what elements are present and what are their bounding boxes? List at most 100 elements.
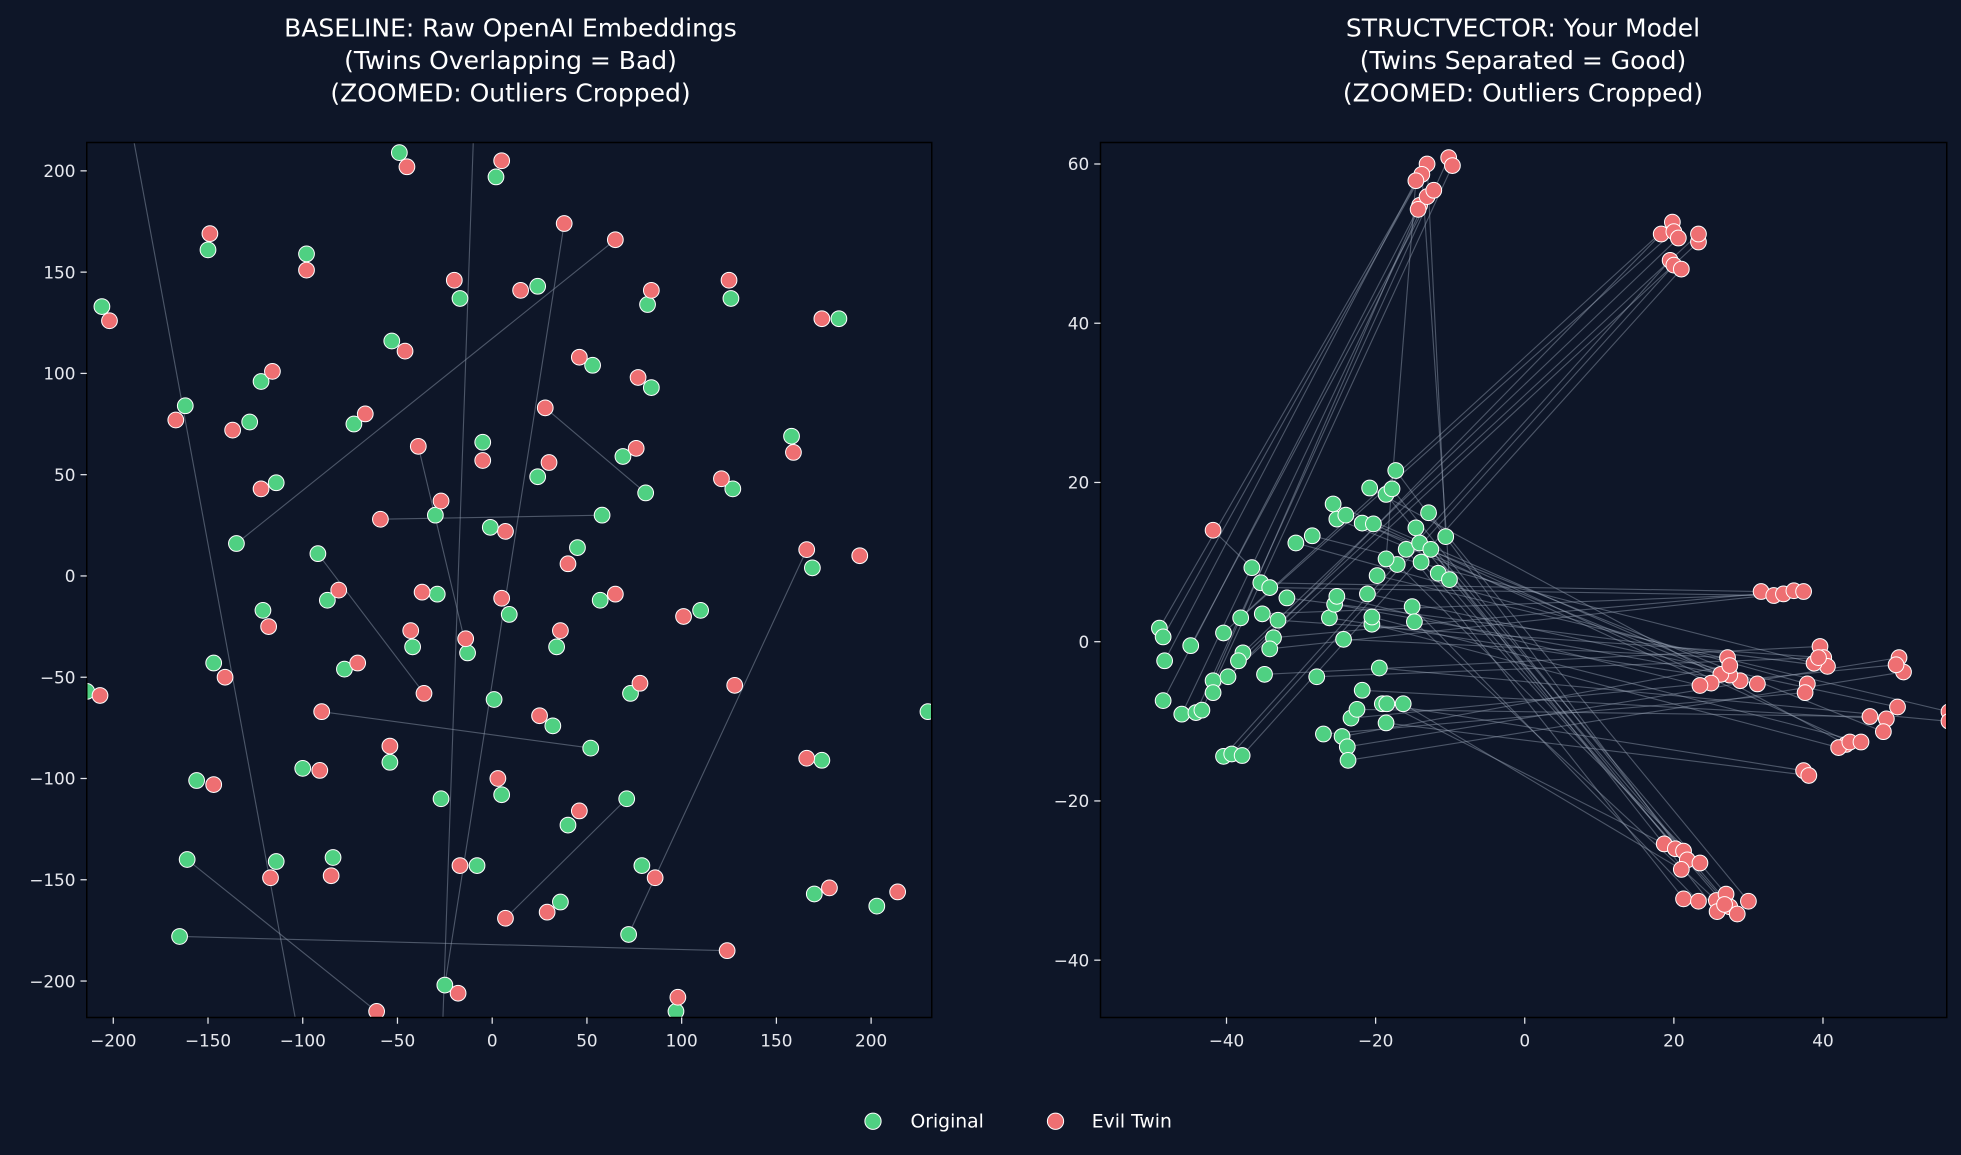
original-point xyxy=(1308,668,1326,686)
twin-link-line xyxy=(1382,703,1804,772)
twin-link-line xyxy=(1373,523,1851,743)
left-plot-area: −200 −150 −100 −50 0 50 100 150 200 −200 −150 −100 −… xyxy=(29,141,933,1050)
twin-link-line xyxy=(1223,221,1673,634)
original-point xyxy=(1407,519,1425,537)
original-point xyxy=(178,851,196,868)
original-point xyxy=(804,559,821,577)
twin-link-line xyxy=(1361,522,1884,733)
original-point xyxy=(1420,504,1437,522)
right-title-line-3: (ZOOMED: Outliers Cropped) xyxy=(1343,78,1703,107)
original-point xyxy=(267,853,285,870)
twin-link-line xyxy=(1212,209,1419,681)
original-point xyxy=(1359,585,1376,603)
original-point xyxy=(1324,495,1342,513)
evil-twin-point xyxy=(675,608,692,625)
y-tick-label: 20 xyxy=(1068,473,1089,493)
twin-link-line xyxy=(1162,205,1421,701)
twin-link-line xyxy=(442,142,474,1018)
axes-frame xyxy=(1099,141,1948,1019)
right-panel: STRUCTVECTOR: Your Model (Twins Separate… xyxy=(1054,13,1948,1050)
twin-link-line xyxy=(1242,237,1679,654)
original-point xyxy=(459,644,476,662)
y-tick-label: 0 xyxy=(65,566,76,586)
evil-twin-point xyxy=(798,541,816,558)
legend-label-original: Original xyxy=(911,1112,984,1133)
original-point xyxy=(569,539,586,556)
evil-twin-point xyxy=(1748,675,1766,693)
original-point xyxy=(1441,571,1458,588)
twin-link-line xyxy=(1223,259,1671,757)
evil-twin-point xyxy=(726,676,744,694)
plot-content xyxy=(86,142,932,1018)
evil-twin-point xyxy=(606,231,624,249)
twin-link-line xyxy=(1347,657,1900,748)
original-point xyxy=(252,373,270,390)
x-tick-label: −50 xyxy=(380,1030,416,1050)
original-point xyxy=(591,591,609,609)
twin-link-line xyxy=(317,553,425,694)
original-point xyxy=(267,474,285,492)
original-point xyxy=(1368,567,1386,584)
original-point xyxy=(468,857,486,874)
original-point xyxy=(1287,534,1305,552)
x-tick-label: −40 xyxy=(1209,1030,1245,1050)
twin-link-line xyxy=(1158,163,1428,629)
original-point xyxy=(618,790,636,808)
evil-twin-point xyxy=(298,261,315,279)
twin-link-line xyxy=(1428,512,1749,902)
original-point xyxy=(324,849,342,866)
original-point xyxy=(345,415,363,433)
original-point xyxy=(642,379,660,396)
evil-twin-point xyxy=(570,348,588,366)
original-point xyxy=(493,786,511,804)
x-tick-label: 150 xyxy=(760,1030,792,1050)
original-point xyxy=(813,751,831,769)
evil-twin-point xyxy=(785,444,802,461)
original-point xyxy=(241,413,259,431)
original-point xyxy=(1370,659,1388,677)
original-point xyxy=(318,591,336,609)
original-point xyxy=(919,703,932,721)
original-point xyxy=(584,356,601,374)
evil-twin-point xyxy=(889,883,907,901)
evil-twin-point xyxy=(1721,657,1739,674)
original-point xyxy=(620,926,637,943)
twin-link-line xyxy=(1262,593,1784,615)
twin-link-line xyxy=(1212,233,1662,694)
evil-twin-point xyxy=(349,654,367,672)
original-point xyxy=(639,296,656,313)
twin-link-line xyxy=(1332,503,1741,682)
evil-twin-point xyxy=(1887,656,1905,674)
evil-twin-point xyxy=(1691,854,1709,872)
evil-twin-point xyxy=(555,215,573,232)
y-tick-label: 0 xyxy=(1079,632,1090,652)
twin-link-line xyxy=(1411,606,1699,902)
legend-marker-original xyxy=(864,1112,882,1130)
original-point xyxy=(487,168,505,186)
evil-twin-point xyxy=(669,988,687,1006)
evil-twin-point xyxy=(1672,260,1690,278)
evil-twin-point xyxy=(646,869,664,887)
original-point xyxy=(205,654,223,672)
original-point xyxy=(381,753,399,771)
twin-link-line xyxy=(321,711,591,749)
original-point xyxy=(1387,462,1405,479)
evil-twin-point xyxy=(415,685,433,702)
right-title-line-1: STRUCTVECTOR: Your Model xyxy=(1346,13,1700,42)
twin-link-line xyxy=(1362,689,1887,720)
twin-link-line xyxy=(1212,529,1253,569)
original-point xyxy=(805,885,823,903)
evil-twin-point xyxy=(398,158,416,176)
twin-link-line xyxy=(186,859,377,1012)
x-tick-label: 20 xyxy=(1663,1030,1684,1050)
left-panel: BASELINE: Raw OpenAI Embeddings (Twins O… xyxy=(29,13,933,1050)
original-point xyxy=(451,290,469,307)
evil-twin-point xyxy=(1669,229,1687,247)
original-point xyxy=(637,484,655,502)
evil-twin-point xyxy=(413,583,431,601)
original-point xyxy=(1403,598,1421,616)
right-plot-area: −40 −20 0 20 40 −40 −20 0 20 40 60 xyxy=(1054,141,1948,1050)
axes-frame xyxy=(86,141,933,1019)
twin-link-line xyxy=(380,514,603,520)
original-point xyxy=(724,480,742,498)
